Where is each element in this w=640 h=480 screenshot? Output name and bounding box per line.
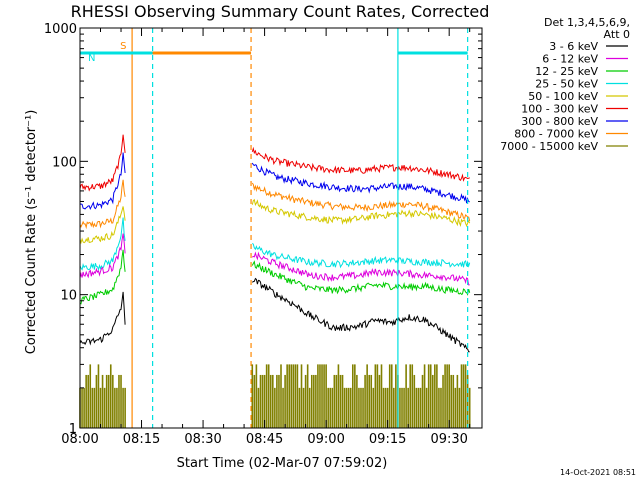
series-line-100-300keV-0 bbox=[79, 134, 126, 192]
series-line-300-800keV-0 bbox=[79, 152, 126, 211]
chart-title: RHESSI Observing Summary Count Rates, Co… bbox=[71, 2, 490, 21]
series-line-25-50keV-1 bbox=[251, 243, 471, 269]
series-line-12-25keV-1 bbox=[251, 260, 471, 296]
legend-header-1: Att 0 bbox=[604, 28, 630, 41]
series-line-100-300keV-1 bbox=[251, 146, 470, 182]
state-label-S: S bbox=[120, 41, 126, 52]
legend-entry-label: 6 - 12 keV bbox=[542, 53, 598, 66]
legend-entry-label: 300 - 800 keV bbox=[521, 115, 598, 128]
series-line-6-12keV-1 bbox=[251, 251, 470, 286]
legend-header-0: Det 1,3,4,5,6,9, bbox=[544, 16, 630, 29]
legend-entry-label: 7000 - 15000 keV bbox=[500, 140, 598, 153]
series-line-300-800keV-1 bbox=[251, 162, 470, 204]
series-line-50-100keV-0 bbox=[79, 206, 126, 245]
x-tick-label: 08:15 bbox=[123, 432, 160, 447]
x-tick-label: 09:00 bbox=[307, 432, 344, 447]
plot-frame bbox=[79, 27, 483, 429]
legend-entry-label: 12 - 25 keV bbox=[535, 65, 598, 78]
legend-entry-label: 100 - 300 keV bbox=[521, 103, 598, 116]
series-line-3-6keV-0 bbox=[79, 291, 126, 346]
y-tick-label: 10 bbox=[60, 289, 77, 304]
series-line-800-7000keV-0 bbox=[79, 179, 126, 230]
legend-entry-label: 800 - 7000 keV bbox=[514, 128, 598, 141]
series-line-12-25keV-0 bbox=[79, 249, 126, 305]
series-line-3-6keV-1 bbox=[252, 277, 470, 353]
x-tick-label: 08:00 bbox=[61, 432, 98, 447]
legend-entry-label: 3 - 6 keV bbox=[549, 40, 598, 53]
y-tick-label: 1 bbox=[69, 422, 77, 437]
x-tick-label: 08:30 bbox=[184, 432, 221, 447]
x-tick-label: 08:45 bbox=[246, 432, 283, 447]
series-line-6-12keV-0 bbox=[79, 233, 126, 279]
state-label-N: N bbox=[88, 53, 95, 64]
legend-entry-label: 25 - 50 keV bbox=[535, 78, 598, 91]
y-tick-label: 100 bbox=[52, 155, 77, 170]
legend-entry-label: 50 - 100 keV bbox=[528, 90, 598, 103]
y-tick-label: 1000 bbox=[44, 22, 77, 37]
series-line-50-100keV-1 bbox=[251, 198, 471, 228]
footer-timestamp: 14-Oct-2021 08:51 bbox=[560, 468, 636, 477]
y-axis-label: Corrected Count Rate (s⁻¹ detector⁻¹) bbox=[24, 110, 39, 355]
x-tick-label: 09:15 bbox=[369, 432, 406, 447]
x-axis-label: Start Time (02-Mar-07 07:59:02) bbox=[177, 456, 388, 471]
series-line-800-7000keV-1 bbox=[251, 182, 471, 222]
x-tick-label: 09:30 bbox=[430, 432, 467, 447]
